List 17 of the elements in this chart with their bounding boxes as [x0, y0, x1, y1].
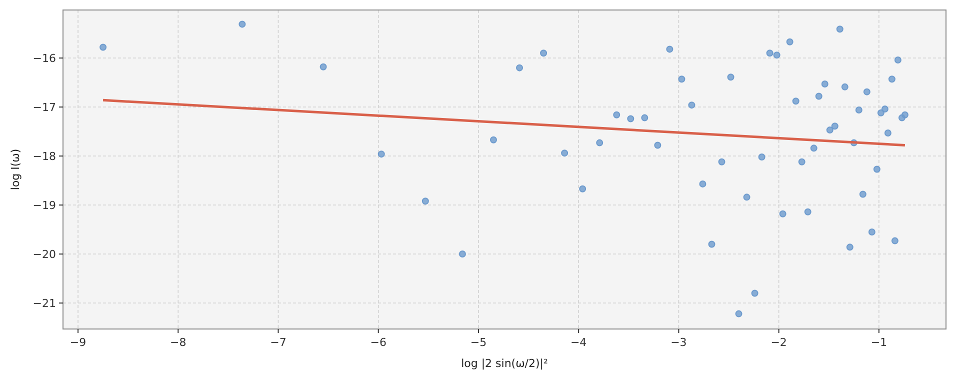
x-axis-title: log |2 sin(ω/2)|² [461, 357, 548, 370]
x-tick-label: −3 [670, 336, 687, 349]
x-tick-label: −9 [70, 336, 86, 349]
y-axis-title: log I(ω) [9, 148, 22, 190]
x-tick-label: −6 [370, 336, 386, 349]
x-tick-label: −7 [270, 336, 286, 349]
y-tick-label: −17 [32, 101, 56, 114]
y-tick-label: −19 [32, 199, 56, 212]
x-tick-label: −4 [570, 336, 587, 349]
y-tick-label: −18 [32, 150, 56, 164]
x-tick-label: −5 [470, 336, 487, 349]
y-tick-label: −21 [32, 297, 56, 310]
x-tick-label: −2 [770, 336, 787, 349]
y-tick-label: −16 [32, 52, 56, 66]
y-tick-label: −20 [32, 248, 56, 262]
x-tick-label: −1 [870, 336, 888, 349]
x-tick-label: −8 [170, 336, 186, 349]
